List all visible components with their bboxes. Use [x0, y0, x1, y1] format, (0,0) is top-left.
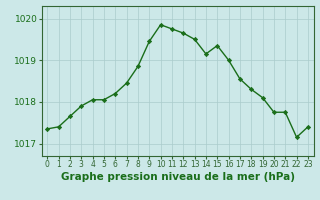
X-axis label: Graphe pression niveau de la mer (hPa): Graphe pression niveau de la mer (hPa): [60, 172, 295, 182]
